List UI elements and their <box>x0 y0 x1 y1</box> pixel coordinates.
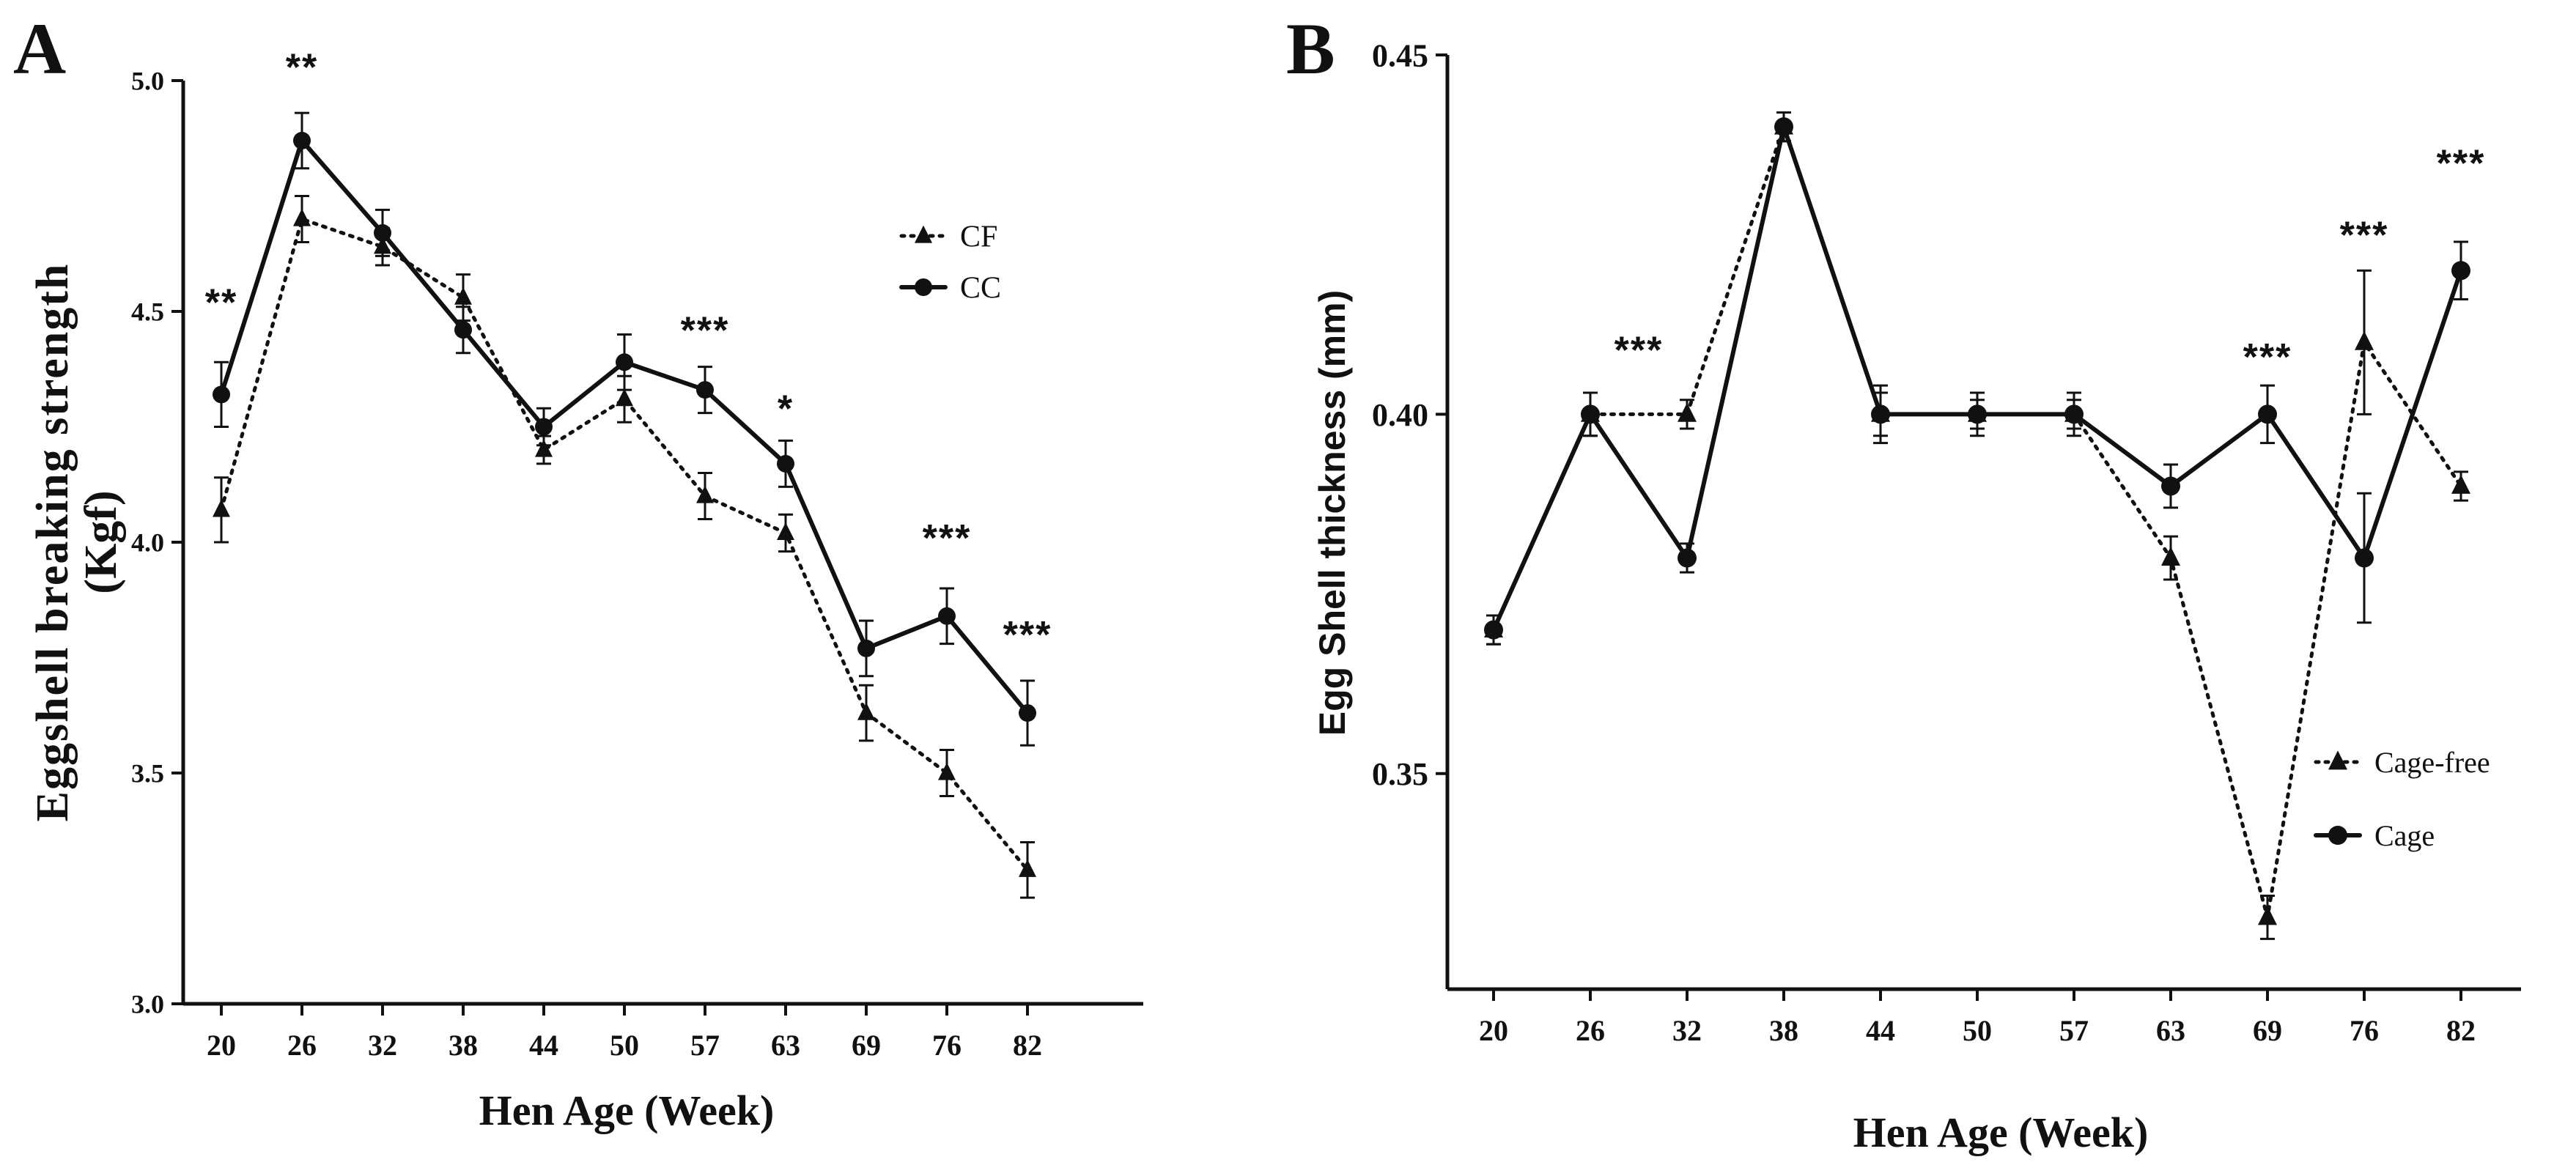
chart-a-point <box>777 454 794 473</box>
chart-a-x-tick-label: 63 <box>771 1029 800 1062</box>
chart-a-x-tick-label: 50 <box>610 1029 639 1062</box>
chart-b-point <box>1871 404 1890 424</box>
chart-a-x-tick-label: 57 <box>690 1029 720 1062</box>
chart-a-significance-label: ** <box>286 46 318 89</box>
chart-b-legend-label: Cage <box>2374 819 2435 852</box>
chart-b-y-tick-label: 0.45 <box>1372 37 1428 73</box>
chart-a-y-axis-label-line1: Eggshell breaking strength <box>28 263 78 822</box>
chart-b-legend-label: Cage-free <box>2374 746 2490 779</box>
chart-a-point <box>777 522 794 540</box>
chart-b-x-tick-label: 44 <box>1866 1014 1895 1047</box>
chart-b-x-tick-label: 63 <box>2156 1014 2185 1047</box>
chart-b-legend-marker <box>2328 750 2347 770</box>
chart-b-series-line-cage <box>1491 118 2463 632</box>
chart-b-significance-label: *** <box>2243 336 2292 379</box>
chart-b-point <box>2258 906 2277 925</box>
chart-b-point <box>2258 404 2277 424</box>
chart-b-point <box>2355 330 2374 350</box>
chart-a-x-tick-label: 76 <box>932 1029 962 1062</box>
chart-a-point <box>938 607 956 625</box>
chart-b-point <box>2355 548 2374 568</box>
chart-b-x-tick-label: 50 <box>1963 1014 1992 1047</box>
chart-b-y-tick-label: 0.35 <box>1372 756 1428 792</box>
chart-b-x-tick-label: 76 <box>2350 1014 2379 1047</box>
panel-label-a: A <box>13 8 66 89</box>
chart-a-legend-marker <box>915 225 932 243</box>
chart-a-y-tick-label: 4.5 <box>131 297 164 327</box>
chart-a-point <box>696 381 714 399</box>
chart-a-point <box>374 223 391 242</box>
chart-b-x-tick-label: 26 <box>1576 1014 1605 1047</box>
chart-b-point <box>2451 261 2470 281</box>
chart-b-point <box>1968 404 1987 424</box>
chart-b-x-tick-label: 20 <box>1479 1014 1508 1047</box>
chart-b-point <box>2451 474 2470 494</box>
chart-b-x-axis-label: Hen Age (Week) <box>1853 1109 2149 1156</box>
chart-a-y-axis-label-line2: (Kgf) <box>76 490 126 593</box>
chart-b-point <box>1678 402 1697 422</box>
chart-a-x-tick-label: 26 <box>287 1029 317 1062</box>
chart-a-point <box>213 385 230 404</box>
chart-a-significance-label: *** <box>923 517 972 560</box>
chart-a-y-tick-label: 4.0 <box>131 528 164 558</box>
chart-b-point <box>2064 404 2084 424</box>
chart-b-point <box>1678 548 1697 568</box>
chart-b-point <box>2161 546 2180 566</box>
chart-a-x-tick-label: 38 <box>449 1029 478 1062</box>
chart-a-x-tick-label: 20 <box>207 1029 236 1062</box>
chart-a-point <box>616 388 633 407</box>
chart-a-x-tick-label: 69 <box>852 1029 881 1062</box>
chart-b-y-tick-label: 0.40 <box>1372 397 1428 433</box>
chart-a-point <box>454 286 472 305</box>
chart-a-point <box>293 208 311 226</box>
chart-a-legend-label: CF <box>960 221 997 254</box>
chart-a-point <box>293 131 311 149</box>
chart-b-x-tick-label: 38 <box>1769 1014 1798 1047</box>
chart-a-point <box>616 353 633 371</box>
chart-b-x-tick-label: 82 <box>2446 1014 2476 1047</box>
chart-a-point <box>1019 859 1036 877</box>
chart-a-series-line-cf <box>219 216 1030 872</box>
chart-a-legend-marker <box>915 278 932 296</box>
chart-a-significance-label: *** <box>1003 614 1052 657</box>
chart-a-point <box>696 485 714 503</box>
chart-a-significance-label: *** <box>681 309 730 352</box>
chart-b-point <box>1484 620 1503 640</box>
chart-b-x-tick-label: 69 <box>2253 1014 2282 1047</box>
chart-b-point <box>1581 404 1600 424</box>
chart-a-y-tick-label: 5.0 <box>131 67 164 96</box>
chart-a-point <box>857 639 875 657</box>
chart-a-x-tick-label: 82 <box>1013 1029 1042 1062</box>
chart-a-point <box>1019 704 1036 722</box>
chart-a-point <box>535 439 553 457</box>
chart-b-series-line-cage-free <box>1491 121 2463 918</box>
chart-a-point <box>938 762 956 780</box>
chart-a-x-axis-label: Hen Age (Week) <box>479 1087 775 1134</box>
chart-a-significance-label: ** <box>205 282 237 325</box>
chart-a-legend-label: CC <box>960 272 1001 306</box>
chart-b-x-tick-label: 57 <box>2059 1014 2089 1047</box>
chart-b-x-tick-label: 32 <box>1672 1014 1702 1047</box>
chart-a-significance-label: * <box>778 388 794 431</box>
chart-b-significance-label: *** <box>1614 329 1664 371</box>
chart-b-legend-marker <box>2328 826 2347 845</box>
chart-a-point <box>857 702 875 720</box>
chart-b-significance-label: *** <box>2340 214 2389 256</box>
panel-label-b: B <box>1286 8 1335 89</box>
chart-a-point <box>213 499 230 517</box>
chart-b-significance-label: *** <box>2437 142 2486 185</box>
chart-a-series-line-cc <box>219 136 1030 716</box>
chart-a-x-tick-label: 44 <box>529 1029 558 1062</box>
chart-a-point <box>535 418 553 436</box>
chart-b-point <box>2161 476 2180 496</box>
chart-b: 0.35 0.40 0.45 20 26 32 38 44 50 57 63 69 76 82 *** *… <box>1312 37 2521 1156</box>
chart-a-x-tick-label: 32 <box>368 1029 397 1062</box>
chart-a-y-tick-label: 3.0 <box>131 990 164 1019</box>
chart-a: 3.0 3.5 4.0 4.5 5.0 20 26 32 38 44 50 57 63 69 76 82 *… <box>28 46 1143 1134</box>
chart-a-y-tick-label: 3.5 <box>131 759 164 788</box>
chart-b-point <box>1774 117 1793 137</box>
chart-a-point <box>454 321 472 339</box>
chart-b-y-axis-label: Egg Shell thickness (mm) <box>1312 290 1353 736</box>
